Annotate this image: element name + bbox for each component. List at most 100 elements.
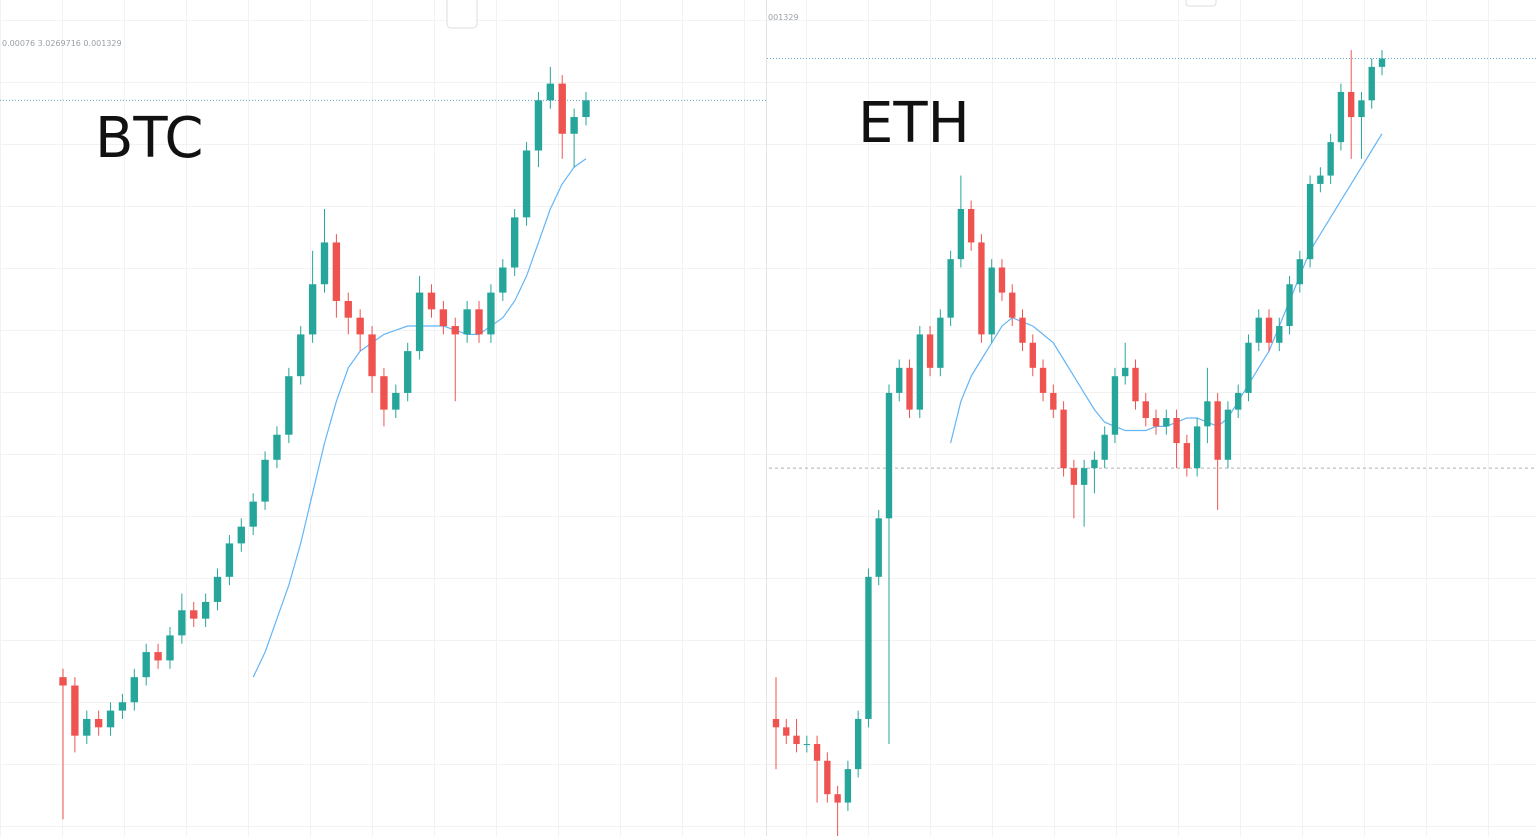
candle-body [320, 242, 329, 285]
candle-body [118, 702, 127, 711]
candle-body [570, 117, 578, 134]
candle-body [380, 376, 388, 410]
candle-body [1173, 418, 1180, 444]
candle-body [1009, 292, 1016, 318]
candle-body [1235, 392, 1242, 410]
candle-body [916, 334, 923, 410]
candle-body [1245, 342, 1252, 393]
candle-body [1204, 401, 1211, 427]
candle-body [906, 367, 913, 410]
candle-body [106, 710, 115, 728]
candle-body [225, 543, 234, 577]
candle-body [937, 317, 944, 368]
candle-body [558, 83, 566, 134]
candle-body [285, 376, 293, 435]
candle-body [865, 576, 872, 719]
candle-body [1183, 443, 1191, 469]
candle-body [1337, 91, 1345, 143]
candle-body [249, 501, 257, 527]
chart-title: ETH [858, 91, 970, 156]
candle-body [1214, 401, 1221, 460]
candle-body [978, 242, 985, 335]
candle-body [1286, 284, 1293, 327]
candle-body [273, 434, 281, 460]
candle-body [1080, 468, 1088, 485]
candle-body [783, 727, 790, 736]
candle-body [392, 392, 400, 410]
candle-body [1368, 66, 1375, 101]
status-line: 001329 [768, 13, 799, 22]
candle-body [813, 744, 821, 761]
candle-body [1070, 468, 1078, 485]
candle-body [926, 334, 934, 368]
candle-body [522, 150, 531, 218]
candle-body [71, 685, 79, 736]
candle-body [1039, 367, 1047, 393]
candle-body [998, 267, 1006, 293]
candle-body [499, 267, 507, 293]
candle-body [834, 794, 841, 803]
candle-body [237, 526, 245, 544]
candle-body [142, 652, 150, 678]
candle-body [1142, 401, 1149, 418]
candle-body [463, 309, 471, 335]
toolbar-handle[interactable] [446, 0, 478, 29]
candle-body [1224, 409, 1232, 460]
candle-body [793, 735, 800, 745]
toolbar-handle[interactable] [1185, 0, 1217, 7]
candle-body [875, 518, 882, 577]
candle-body [1132, 367, 1139, 402]
candle-body [213, 576, 222, 602]
candle-body [1050, 392, 1057, 410]
candle-body [824, 760, 831, 795]
candle-body [439, 309, 448, 327]
candle-body [451, 326, 459, 335]
candle-body [368, 334, 376, 377]
candle-body [947, 259, 954, 318]
candle-body [803, 744, 810, 746]
candle-body [1296, 259, 1304, 285]
candle-body [1193, 426, 1201, 469]
candle-body [1348, 91, 1355, 118]
candle-body [1152, 418, 1160, 427]
candle-body [404, 351, 412, 393]
candle-body [1378, 58, 1386, 67]
candle-body [1327, 142, 1334, 176]
candle-body [582, 100, 590, 118]
candle-body [1101, 434, 1108, 460]
chart-title: BTC [95, 106, 203, 171]
candle-body [59, 677, 67, 686]
candle-body [308, 284, 317, 335]
candle-body [178, 610, 186, 636]
candle-body [297, 334, 305, 377]
candle-body [534, 100, 543, 151]
status-line: 0.00076 3.0269716 0.001329 [2, 39, 122, 48]
candle-body [1265, 317, 1273, 343]
candle-body [1122, 367, 1129, 377]
candle-body [190, 610, 198, 619]
candle-body [844, 769, 852, 803]
candle-body [1306, 183, 1314, 260]
candle-body [130, 677, 139, 703]
candle-body [896, 367, 903, 393]
candle-body [1111, 376, 1119, 435]
candle-body [546, 83, 555, 101]
candle-body [94, 718, 103, 728]
candle-body [344, 300, 352, 318]
candle-body [854, 718, 862, 770]
candle-body [261, 459, 269, 502]
candle-body [510, 217, 519, 268]
candle-body [1163, 418, 1170, 427]
candle-body [967, 209, 975, 243]
candle-body [957, 209, 965, 260]
candle-body [1091, 459, 1098, 469]
candle-body [475, 309, 483, 335]
candle-body [1317, 175, 1324, 184]
candle-body [1358, 100, 1365, 118]
candle-body [201, 601, 210, 619]
candle-body [332, 242, 341, 301]
